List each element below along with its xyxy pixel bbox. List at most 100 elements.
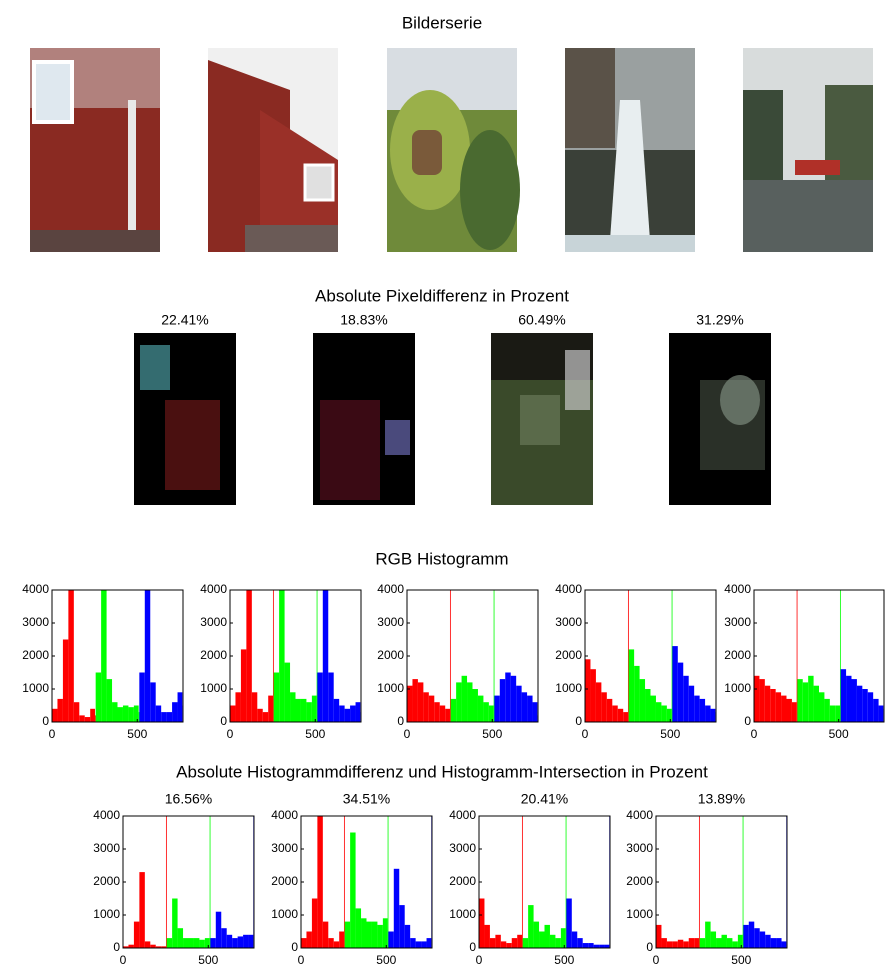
histogram-bar xyxy=(410,938,415,948)
x-tick-label: 0 xyxy=(653,953,660,967)
photo xyxy=(387,48,520,252)
chart-title: 34.51% xyxy=(343,791,390,807)
histogram-bar xyxy=(743,816,744,948)
histogram-bar xyxy=(479,899,484,949)
chart-title: 13.89% xyxy=(698,791,745,807)
histogram-bar xyxy=(765,935,770,948)
histogram-bar xyxy=(830,706,835,723)
histogram-bar xyxy=(539,932,544,949)
histogram-bar xyxy=(835,706,840,723)
heading: Bilderserie xyxy=(402,13,482,32)
photo xyxy=(208,48,338,252)
histogram-bar xyxy=(814,686,819,722)
histogram-bar xyxy=(522,816,523,948)
histogram-bar xyxy=(243,935,248,948)
histogram-bar xyxy=(334,941,339,948)
histogram-bar xyxy=(440,706,445,723)
x-tick-label: 500 xyxy=(198,953,218,967)
histogram-bar xyxy=(678,940,683,948)
histogram-bar xyxy=(760,932,765,949)
x-tick-label: 500 xyxy=(554,953,574,967)
histogram-bar xyxy=(528,905,533,948)
histogram-bar xyxy=(317,590,318,722)
percent-label: 22.41% xyxy=(161,312,208,328)
histogram-bar xyxy=(418,682,423,722)
histogram-bar xyxy=(172,899,177,949)
histogram-chart: 010002000300040000500 xyxy=(200,582,361,741)
difference-image xyxy=(491,333,593,505)
plot-area xyxy=(479,816,610,948)
histogram-bar xyxy=(344,816,345,948)
histogram-chart: 01000200030004000050034.51% xyxy=(271,791,432,967)
histogram-bar xyxy=(178,692,183,722)
histogram-bar xyxy=(317,673,322,723)
histogram-bar xyxy=(803,682,808,722)
histogram-bar xyxy=(661,938,666,948)
histogram-bar xyxy=(194,938,199,948)
y-tick-label: 1000 xyxy=(22,681,49,695)
x-tick-label: 500 xyxy=(660,727,680,741)
y-tick-label: 1000 xyxy=(377,681,404,695)
heading: Absolute Pixeldifferenz in Prozent xyxy=(315,286,569,305)
histogram-bar xyxy=(555,938,560,948)
histogram-bar xyxy=(388,816,389,948)
histogram-bar xyxy=(377,925,382,948)
histogram-bar xyxy=(857,686,862,722)
histogram-bar xyxy=(588,943,593,948)
histogram-bar xyxy=(749,922,754,948)
histogram-bar xyxy=(651,696,656,722)
y-tick-label: 1000 xyxy=(724,681,751,695)
histogram-bar xyxy=(868,692,873,722)
y-tick-label: 2000 xyxy=(200,648,227,662)
histogram-bar xyxy=(689,938,694,948)
histogram-bar xyxy=(561,928,566,948)
histogram-bar xyxy=(852,679,857,722)
histogram-bar xyxy=(367,922,372,948)
histogram-bar xyxy=(711,709,716,722)
histogram-bar xyxy=(356,702,361,722)
histogram-bar xyxy=(249,935,254,948)
histogram-bar xyxy=(566,899,571,949)
histogram-bar xyxy=(494,590,495,722)
y-tick-label: 3000 xyxy=(449,841,476,855)
histogram-bar xyxy=(235,692,240,722)
heading: RGB Histogramm xyxy=(375,549,508,568)
histogram-bar xyxy=(490,938,495,948)
histogram-bar xyxy=(672,590,673,722)
heading: Absolute Histogrammdifferenz und Histogr… xyxy=(176,762,708,781)
histogram-bar xyxy=(429,696,434,722)
histogram-bar xyxy=(161,712,166,722)
histogram-bar xyxy=(339,706,344,723)
histogram-bar xyxy=(683,676,688,722)
histogram-bar xyxy=(139,712,140,722)
histogram-bar xyxy=(738,935,743,948)
histogram-bar xyxy=(808,676,813,722)
y-tick-label: 2000 xyxy=(724,648,751,662)
histogram-bar xyxy=(534,922,539,948)
histogram-bar xyxy=(623,712,628,722)
histogram-bar xyxy=(123,706,128,723)
histogram-bar xyxy=(230,706,235,723)
y-tick-label: 2000 xyxy=(22,648,49,662)
histogram-bar xyxy=(667,941,672,948)
histogram-bar xyxy=(629,649,634,722)
histogram-bar xyxy=(770,689,775,722)
histogram-bar xyxy=(516,686,521,722)
histogram-bar xyxy=(128,707,133,722)
histogram-bar xyxy=(824,699,829,722)
histogram-bar xyxy=(57,699,62,722)
histogram-bar xyxy=(216,912,221,948)
histogram-bar xyxy=(500,679,505,722)
y-tick-label: 4000 xyxy=(271,808,298,822)
x-tick-label: 0 xyxy=(298,953,305,967)
histogram-bar xyxy=(312,899,317,949)
histogram-bar xyxy=(96,673,101,723)
plot-area xyxy=(52,590,183,722)
histogram-bar xyxy=(505,673,510,723)
histogram-bar xyxy=(421,941,426,948)
histogram-bar xyxy=(74,702,79,722)
y-tick-label: 1000 xyxy=(626,907,653,921)
histogram-bar xyxy=(743,925,748,948)
